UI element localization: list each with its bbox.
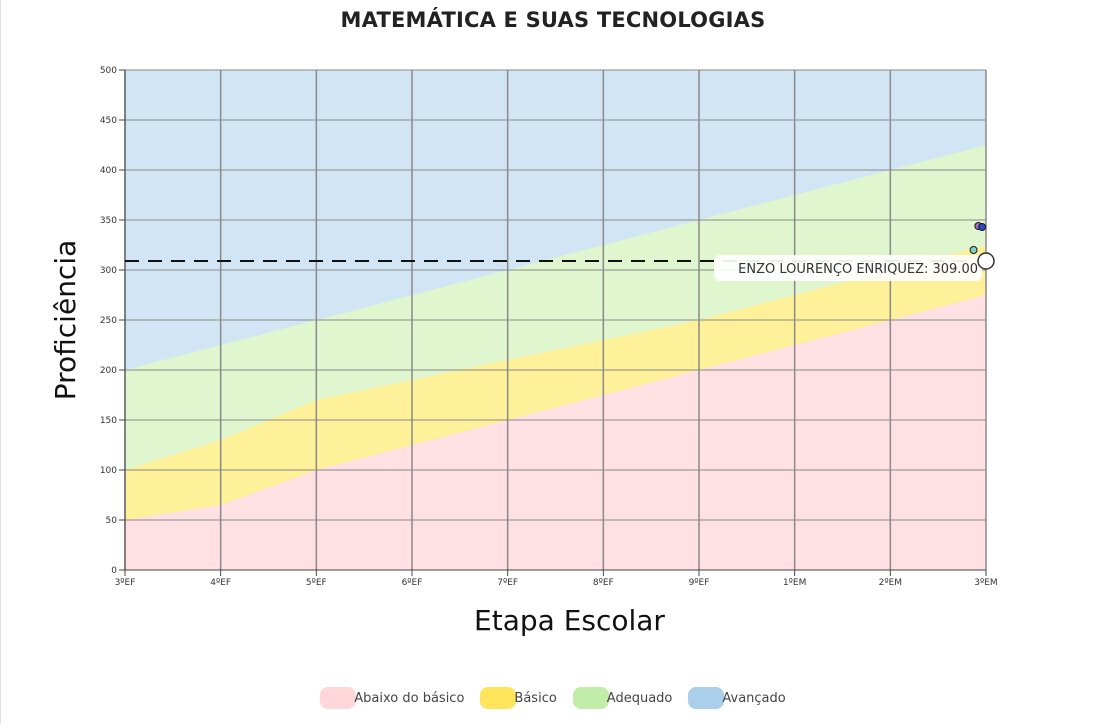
proficiency-bands: [125, 70, 986, 570]
y-tick-label: 400: [100, 166, 117, 176]
y-tick-label: 100: [100, 466, 117, 476]
y-tick-label: 200: [100, 366, 117, 376]
x-tick-label: 6ºEF: [402, 578, 423, 588]
legend-item-basico[interactable]: Básico: [480, 687, 557, 709]
x-tick-label: 3ºEM: [974, 578, 997, 588]
band-abaixo-do-b-sico: [125, 295, 986, 570]
y-ticks: 0 50 100 150 200 250 300 350 400 450 500: [100, 66, 125, 576]
y-tick-label: 50: [106, 516, 118, 526]
legend-swatch: [320, 687, 357, 709]
student-point: [978, 223, 987, 231]
x-tick-label: 8ºEF: [593, 578, 614, 588]
y-tick-label: 350: [100, 216, 117, 226]
x-tick-label: 4ºEF: [210, 578, 231, 588]
y-tick-label: 150: [100, 416, 117, 426]
legend-swatch: [480, 687, 517, 709]
left-border: [0, 0, 1, 724]
x-tick-label: 3ºEF: [115, 578, 136, 588]
y-tick-label: 300: [100, 266, 117, 276]
legend-item-abaixo[interactable]: Abaixo do básico: [320, 687, 464, 709]
legend-swatch: [688, 687, 725, 709]
legend-label: Adequado: [606, 690, 673, 706]
x-tick-label: 7ºEF: [497, 578, 518, 588]
x-tick-label: 1ºEM: [783, 578, 806, 588]
legend-item-avancado[interactable]: Avançado: [688, 687, 786, 709]
y-axis-title: Proficiência: [49, 240, 82, 401]
y-tick-label: 250: [100, 316, 117, 326]
x-tick-label: 5ºEF: [306, 578, 327, 588]
legend: Abaixo do básico Básico Adequado Avançad…: [0, 687, 1106, 709]
x-tick-label: 9ºEF: [689, 578, 710, 588]
legend-label: Básico: [514, 690, 557, 706]
x-tick-label: 2ºEM: [879, 578, 902, 588]
legend-swatch: [572, 687, 609, 709]
student-point: [969, 246, 978, 254]
student-points: [969, 222, 987, 254]
highlight-point[interactable]: [977, 252, 995, 270]
legend-item-adequado[interactable]: Adequado: [572, 687, 673, 709]
grid-lines: [124, 69, 987, 571]
highlight-tooltip: ENZO LOURENÇO ENRIQUEZ: 309.00: [714, 255, 982, 281]
legend-label: Avançado: [722, 690, 786, 706]
y-tick-label: 450: [100, 116, 117, 126]
tooltip-background: [714, 255, 982, 281]
tooltip-label: ENZO LOURENÇO ENRIQUEZ: 309.00: [738, 262, 978, 277]
x-ticks: 3ºEF 4ºEF 5ºEF 6ºEF 7ºEF 8ºEF 9ºEF 1ºEM 2ºEM 3ºEM: [115, 570, 998, 588]
y-tick-label: 0: [111, 566, 117, 576]
y-tick-label: 500: [100, 66, 117, 76]
x-axis-title: Etapa Escolar: [474, 604, 665, 637]
chart-title: MATEMÁTICA E SUAS TECNOLOGIAS: [340, 8, 766, 32]
legend-label: Abaixo do básico: [354, 690, 465, 706]
